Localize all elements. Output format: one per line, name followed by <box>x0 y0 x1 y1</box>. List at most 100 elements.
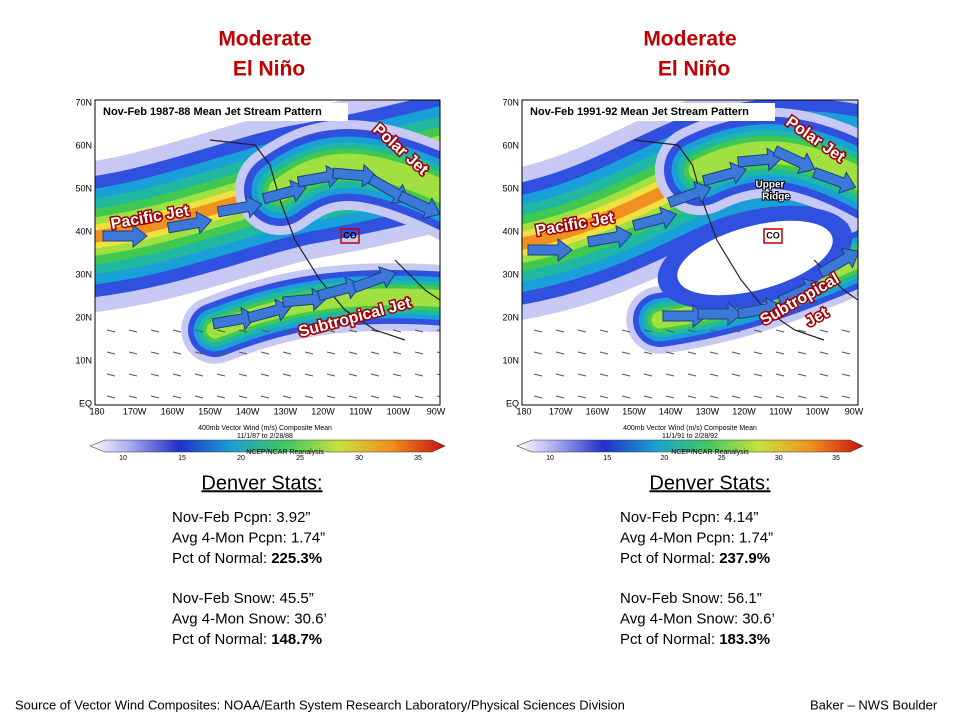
wind-vector <box>414 395 424 399</box>
map-frame <box>521 99 859 406</box>
wind-vector <box>775 351 785 355</box>
jet-arrow <box>102 223 148 249</box>
stat-label: Nov-Feb Snow: <box>172 590 280 607</box>
wind-vector <box>238 329 248 333</box>
wind-vector <box>282 329 292 333</box>
lat-label: 40N <box>75 226 92 236</box>
jet-arrow <box>811 167 857 194</box>
stat-value: 237.9% <box>719 550 770 567</box>
wind-vector <box>731 351 741 355</box>
wind-vector <box>775 373 785 377</box>
wind-vector <box>819 373 829 377</box>
wind-vector <box>172 329 182 333</box>
colorbar-tick: 15 <box>603 455 611 462</box>
lat-label: 50N <box>75 183 92 193</box>
wind-vector <box>731 329 741 333</box>
map-title-box <box>525 103 775 121</box>
lon-label: 130W <box>696 406 720 416</box>
wind-vector <box>150 395 160 399</box>
lat-label: 10N <box>502 355 519 365</box>
map-caption: 400mb Vector Wind (m/s) Composite Mean <box>198 425 332 432</box>
jet-arrow <box>697 301 743 327</box>
stat-value: 45.5” <box>280 590 314 607</box>
lat-label: 30N <box>75 269 92 279</box>
stat-line: Avg 4-Mon Pcpn: 1.74” <box>172 529 325 546</box>
wind-vector <box>150 351 160 355</box>
colorbar-tick: 10 <box>546 455 554 462</box>
wind-vector <box>577 395 587 399</box>
coastline <box>209 139 440 341</box>
wind-vector <box>555 329 565 333</box>
jet-label: Upper <box>756 180 785 191</box>
wind-vector <box>665 329 675 333</box>
wind-vector <box>687 373 697 377</box>
stat-value: 56.1” <box>728 590 762 607</box>
stat-label: Avg 4-Mon Snow: <box>620 610 742 627</box>
lon-label: 120W <box>311 406 335 416</box>
footer-right: Baker – NWS Boulder <box>810 697 938 712</box>
lon-label: 140W <box>236 406 260 416</box>
lat-label: 70N <box>502 97 519 107</box>
stat-line: Pct of Normal: 225.3% <box>172 550 322 567</box>
wind-vector <box>238 373 248 377</box>
wind-vector <box>128 329 138 333</box>
wind-vector <box>106 373 116 377</box>
stat-label: Avg 4-Mon Pcpn: <box>620 529 739 546</box>
stat-label: Nov-Feb Snow: <box>620 590 728 607</box>
wind-vector <box>326 395 336 399</box>
heading: Moderate <box>218 28 311 51</box>
wind-vector <box>326 373 336 377</box>
stat-value: 183.3% <box>719 631 770 648</box>
lat-label: 40N <box>502 226 519 236</box>
wind-vector <box>533 373 543 377</box>
wind-vector <box>555 395 565 399</box>
wind-vector <box>348 373 358 377</box>
wind-vector <box>194 329 204 333</box>
wind-vector <box>687 351 697 355</box>
wind-vector <box>436 395 440 398</box>
wind-vector <box>555 373 565 377</box>
lon-label: 160W <box>586 406 610 416</box>
jet-arrow <box>736 296 783 321</box>
lat-label: 20N <box>75 312 92 322</box>
wind-vector <box>643 351 653 355</box>
stat-value: 3.92” <box>276 509 310 526</box>
wind-vector <box>282 351 292 355</box>
wind-vector <box>841 373 851 377</box>
wind-vector <box>577 373 587 377</box>
colorbar-tick: 25 <box>718 455 726 462</box>
jet-arrow <box>666 181 712 208</box>
wind-vector <box>392 329 402 333</box>
wind-vector <box>106 329 116 333</box>
wind-vector <box>577 351 587 355</box>
wind-vector <box>621 395 631 399</box>
lon-label: 90W <box>427 406 446 416</box>
wind-vector <box>753 373 763 377</box>
jet-arrow <box>701 161 748 187</box>
wind-vector <box>687 395 697 399</box>
wind-vector <box>643 395 653 399</box>
stat-label: Nov-Feb Pcpn: <box>620 509 724 526</box>
map-frame <box>94 99 441 406</box>
wind-vector <box>665 351 675 355</box>
lat-label: 20N <box>502 312 519 322</box>
stats-title: Denver Stats: <box>649 472 770 494</box>
wind-vector <box>819 395 829 399</box>
wind-vector <box>392 351 402 355</box>
stat-label: Pct of Normal: <box>172 631 271 648</box>
stat-line: Nov-Feb Pcpn: 3.92” <box>172 509 310 526</box>
heading: El Niño <box>233 58 305 81</box>
wind-vector <box>709 373 719 377</box>
wind-vector <box>238 395 248 399</box>
lon-label: 140W <box>659 406 683 416</box>
wind-vector <box>599 351 609 355</box>
lat-label: EQ <box>506 398 519 408</box>
wind-vector <box>533 395 543 399</box>
stat-line: Pct of Normal: 183.3% <box>620 631 770 648</box>
stat-line: Nov-Feb Pcpn: 4.14” <box>620 509 758 526</box>
wind-vector <box>370 395 380 399</box>
wind-vector <box>106 351 116 355</box>
footer-left: Source of Vector Wind Composites: NOAA/E… <box>15 697 625 712</box>
heading: El Niño <box>658 58 730 81</box>
map-dates: 11/1/87 to 2/28/88 <box>237 433 293 440</box>
